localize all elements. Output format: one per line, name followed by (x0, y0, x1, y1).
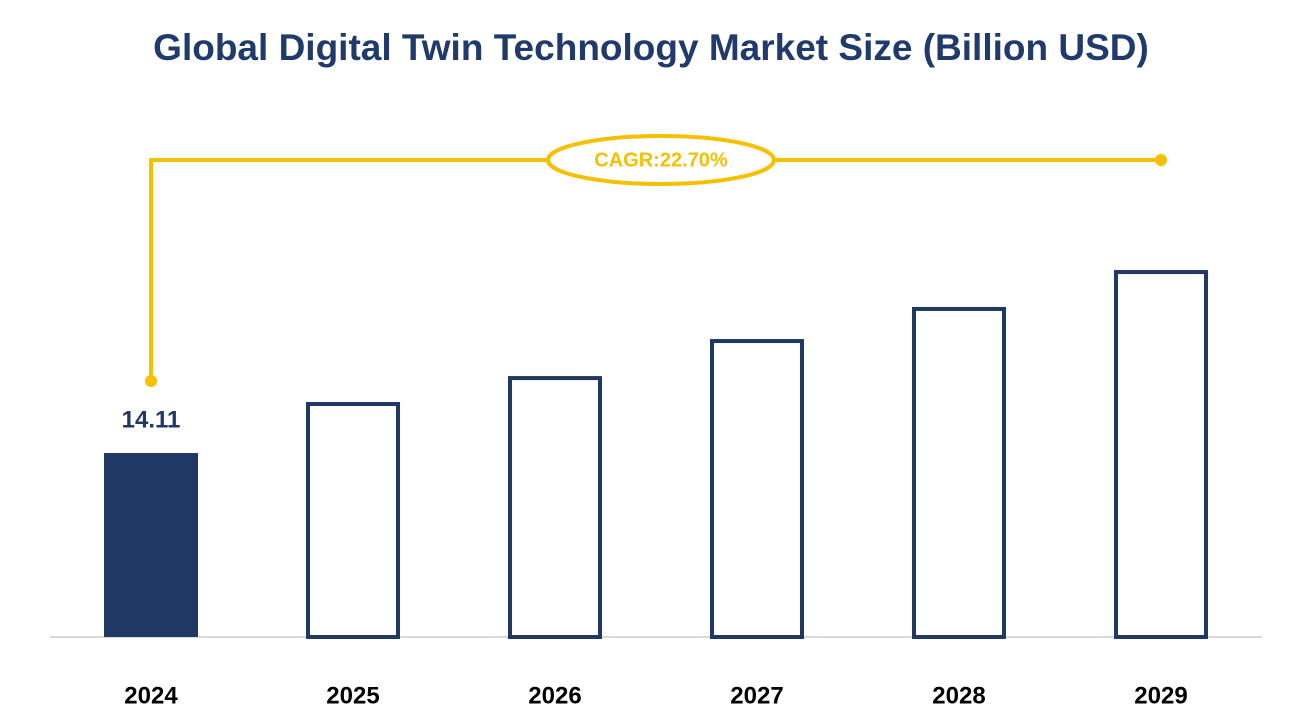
x-tick-label: 2029 (1134, 682, 1187, 709)
x-tick-label: 2026 (528, 682, 581, 709)
cagr-bracket (149, 158, 1161, 381)
bar (508, 376, 602, 639)
bar (1114, 270, 1208, 639)
x-tick-label: 2027 (730, 682, 783, 709)
bar (912, 306, 1006, 639)
x-tick-label: 2025 (326, 682, 379, 709)
bar (104, 453, 198, 637)
cagr-badge (546, 134, 776, 186)
x-tick-label: 2024 (124, 682, 178, 709)
bracket-dot (145, 375, 157, 387)
bar (710, 339, 804, 639)
chart-title: Global Digital Twin Technology Market Si… (153, 27, 1149, 68)
bar (306, 402, 400, 639)
cagr-label: CAGR:22.70% (594, 149, 728, 171)
bracket-dot (1155, 154, 1167, 166)
value-label: 14.11 (122, 406, 181, 433)
x-tick-label: 2028 (932, 682, 985, 709)
